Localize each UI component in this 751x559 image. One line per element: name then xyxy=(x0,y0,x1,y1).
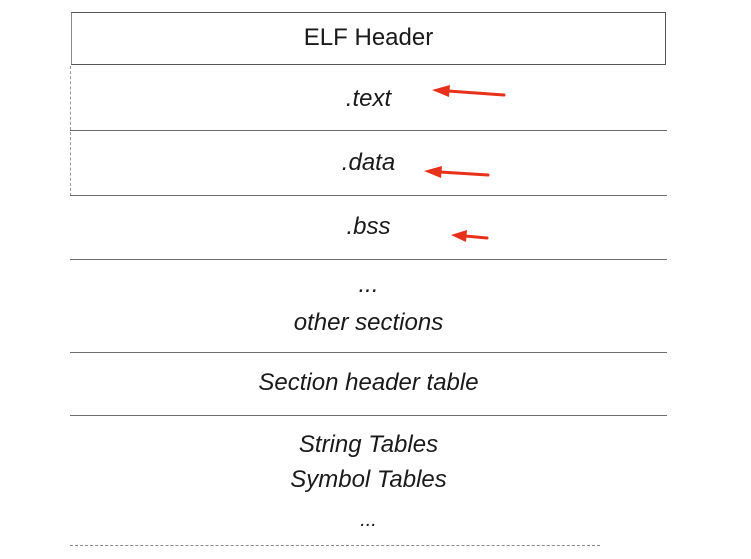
tables-ellipsis: ... xyxy=(360,509,377,531)
elf-header-box xyxy=(71,12,666,65)
data-arrow-icon xyxy=(424,166,490,178)
bottom-dashed-edge xyxy=(70,545,600,546)
text-section-label: .text xyxy=(345,85,392,112)
bss-arrow-icon xyxy=(451,230,489,242)
divider-sht-tables xyxy=(70,415,667,416)
section-header-table-label: Section header table xyxy=(258,369,479,396)
elf-header-label: ELF Header xyxy=(303,24,434,51)
data-section-label: .data xyxy=(341,149,396,176)
other-ellipsis: ... xyxy=(358,271,379,298)
divider-data-bss xyxy=(70,195,667,196)
other-sections-label: other sections xyxy=(293,309,444,336)
divider-text-data xyxy=(70,130,667,131)
divider-bss-other xyxy=(70,259,667,260)
divider-other-sht xyxy=(70,352,667,353)
text-arrow-icon xyxy=(432,85,506,97)
symbol-tables-label: Symbol Tables xyxy=(290,466,447,493)
bss-section-label: .bss xyxy=(346,213,391,240)
left-border-dashed xyxy=(70,66,71,196)
string-tables-label: String Tables xyxy=(298,431,439,458)
